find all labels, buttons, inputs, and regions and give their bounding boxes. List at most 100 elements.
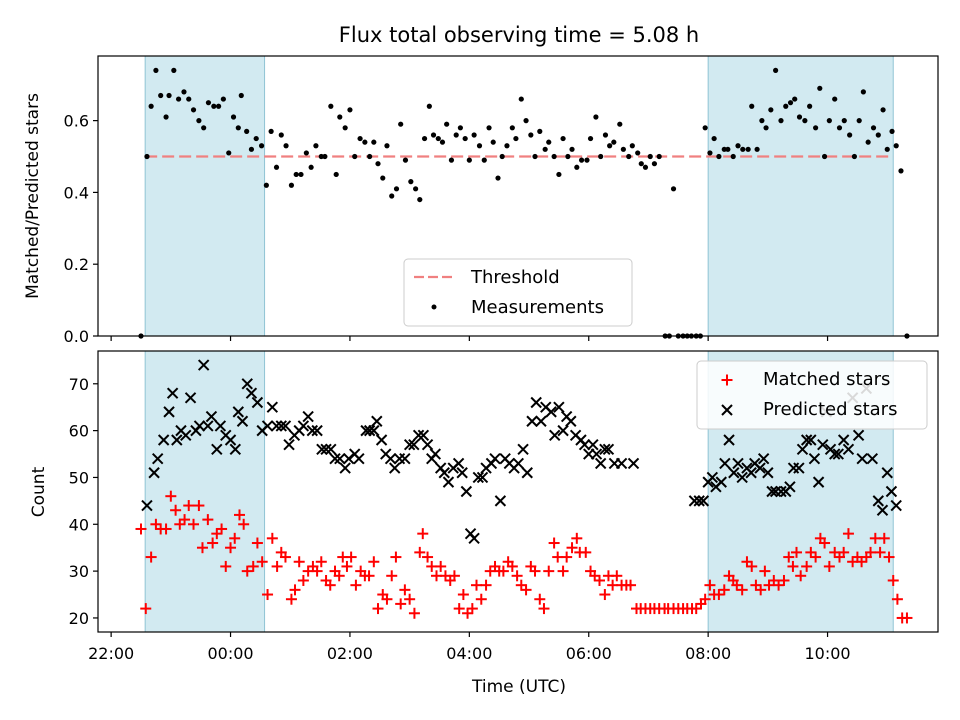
x-b [211, 443, 223, 456]
matched-star-point [150, 518, 162, 530]
predicted-star-point [535, 415, 547, 427]
predicted-star-point [602, 443, 615, 456]
matched-star-point [571, 532, 583, 544]
x-b [856, 453, 868, 465]
x-b [832, 448, 845, 460]
matched-star-point [404, 593, 416, 605]
predicted-star-point [829, 448, 841, 460]
measurement-point [371, 139, 377, 145]
x-b [157, 434, 170, 446]
predicted-star-point [211, 443, 223, 456]
measurement-point [153, 67, 159, 73]
matched-star-point [611, 570, 623, 582]
measurement-point [362, 139, 368, 145]
predicted-star-point [468, 532, 480, 545]
x-b [241, 378, 253, 390]
matched-star-point [750, 579, 762, 591]
x-b [224, 434, 237, 446]
x-b [339, 462, 351, 474]
measurement-point [486, 125, 492, 131]
predicted-star-point [232, 406, 245, 418]
measurement-point [258, 143, 265, 149]
measurement-point [375, 161, 381, 167]
matched-star-point [763, 579, 775, 591]
predicted-star-point [615, 457, 628, 470]
predicted-star-point [512, 457, 525, 470]
predicted-star-point [521, 467, 533, 479]
measurement-point [607, 143, 613, 149]
predicted-star-point [384, 453, 397, 465]
measurement-point [749, 103, 755, 109]
measurement-point [389, 193, 395, 199]
measurement-point [238, 92, 244, 99]
predicted-star-point [800, 434, 813, 446]
measurement-point [205, 100, 212, 106]
x-b [728, 467, 740, 479]
x-b [784, 481, 796, 493]
measurement-point [847, 132, 853, 138]
measurement-point [235, 125, 241, 131]
matched-star-point [506, 560, 518, 572]
predicted-star-point [241, 378, 253, 390]
top-y-tick-label: 0.2 [64, 255, 89, 274]
bottom-y-tick-label: 20 [69, 609, 89, 628]
matched-star-point [787, 560, 799, 572]
matched-star-point [165, 490, 177, 502]
matched-star-point [297, 574, 309, 586]
matched-star-point [589, 570, 601, 582]
measurement-point [215, 103, 222, 109]
measurement-point [504, 143, 510, 149]
measurement-point [466, 157, 472, 163]
predicted-star-point [775, 485, 787, 498]
matched-star-point [901, 612, 913, 624]
matched-star-point [363, 570, 375, 582]
x-b [329, 453, 341, 465]
matched-star-point [778, 574, 790, 586]
measurement-point [367, 153, 373, 160]
legend-cross [721, 404, 733, 416]
x-b [171, 434, 183, 446]
matched-star-point [174, 518, 186, 530]
x-b [141, 499, 153, 512]
measurement-point [836, 125, 843, 131]
predicted-star-point [166, 387, 179, 399]
predicted-star-point [723, 434, 735, 446]
measurement-point [347, 107, 353, 113]
predicted-star-point [408, 438, 420, 451]
predicted-star-point [557, 424, 569, 437]
x-b [817, 438, 829, 451]
predicted-star-point [334, 453, 346, 465]
predicted-star-point [229, 443, 242, 456]
predicted-star-point [421, 438, 434, 451]
measurement-point [565, 153, 571, 160]
matched-star-point [435, 560, 447, 572]
matched-star-point [741, 556, 753, 568]
predicted-star-point [832, 448, 845, 460]
predicted-star-point [594, 457, 607, 470]
measurement-point [230, 114, 237, 120]
x-b [587, 438, 599, 451]
matched-star-point [690, 603, 702, 615]
measurement-point [860, 89, 866, 95]
predicted-star-point [476, 471, 489, 484]
predicted-star-point [180, 429, 192, 442]
x-b [549, 429, 561, 442]
measurement-point [851, 153, 858, 160]
predicted-star-point [157, 434, 170, 446]
x-b [184, 392, 197, 404]
x-b [214, 420, 227, 432]
predicted-star-point [266, 401, 279, 413]
x-b [766, 485, 778, 498]
measurement-point [490, 139, 496, 145]
x-b [805, 434, 817, 446]
x-b [775, 485, 787, 498]
x-b [732, 457, 744, 470]
measurement-point [384, 143, 390, 149]
predicted-star-point [757, 453, 770, 465]
x-b [535, 415, 547, 427]
predicted-star-point [866, 453, 879, 465]
x-b [275, 420, 287, 432]
measurement-point [144, 153, 150, 160]
matched-star-point [538, 603, 550, 615]
